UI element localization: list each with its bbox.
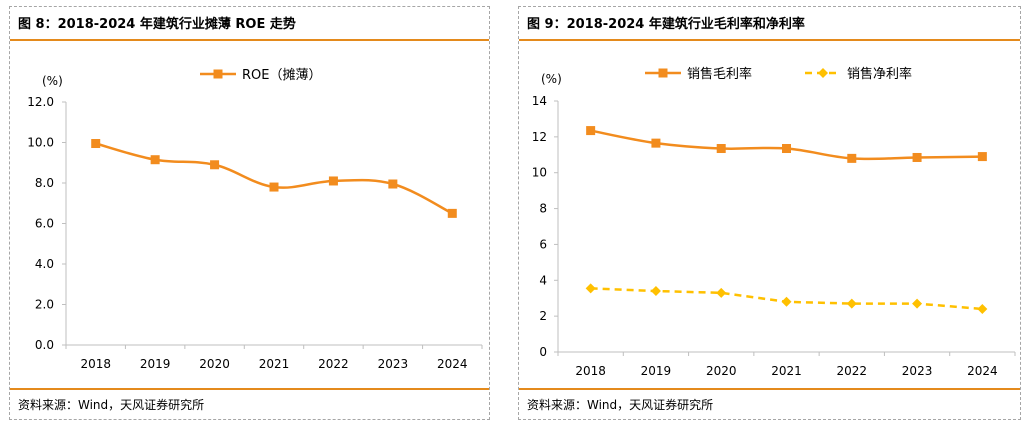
title-rule [10,39,489,41]
data-point [651,138,661,148]
data-point [210,160,220,170]
y-tick-label: 6.0 [35,217,54,231]
series-line [95,142,453,215]
legend-marker [658,68,668,78]
data-point [782,144,791,154]
legend-label: 销售净利率 [847,66,912,82]
y-tick-label: 14 [532,94,547,108]
x-tick-label: 2018 [80,357,111,371]
y-axis-unit: (%) [541,72,562,86]
data-point [912,298,923,309]
chart-panel-margins: 图 9：2018-2024 年建筑行业毛利率和净利率 (%) 0 2 4 6 8 10 12 1… [518,6,1021,420]
source-rule [10,388,489,390]
data-point [328,176,338,186]
y-tick-label: 0 [539,345,547,359]
margin-line-chart: (%) 0 2 4 6 8 10 12 14 2018 2019 2020 2021 2022 2023 20… [532,66,1016,378]
x-tick-label: 2020 [199,357,230,371]
data-point [977,303,988,314]
y-tick-label: 6 [539,237,547,251]
x-tick-label: 2022 [318,357,349,371]
roe-line-chart: (%) 0.0 2.0 4.0 6.0 8.0 10.0 12.0 2018 2019 2020 20… [27,68,483,371]
source-note: 资料来源：Wind，天风证券研究所 [527,398,714,412]
y-tick-label: 10 [532,166,547,180]
figure-title: 图 9：2018-2024 年建筑行业毛利率和净利率 [527,17,805,32]
x-tick-label: 2024 [437,357,468,371]
legend-label: ROE（摊薄） [242,68,321,83]
data-point [150,155,160,165]
data-point [716,287,727,298]
data-point [847,153,857,163]
legend-marker [213,69,223,79]
x-tick-label: 2024 [967,364,998,378]
legend-marker [818,68,828,78]
data-point [91,139,101,149]
y-tick-label: 4.0 [35,257,54,271]
title-rule [519,39,1020,41]
source-rule [519,388,1020,390]
data-point [585,283,596,294]
legend-label: 销售毛利率 [687,66,752,82]
x-tick-label: 2020 [706,364,737,378]
data-point [447,208,457,218]
x-tick-label: 2018 [575,364,606,378]
data-point [846,298,857,309]
x-tick-label: 2023 [902,364,933,378]
y-tick-label: 8 [539,202,547,216]
data-point [977,152,987,162]
source-note: 资料来源：Wind，天风证券研究所 [18,398,205,412]
x-tick-label: 2022 [837,364,868,378]
data-point [388,179,398,189]
y-tick-label: 8.0 [35,176,54,190]
chart-panel-roe: 图 8：2018-2024 年建筑行业摊薄 ROE 走势 (%) 0.0 2.0 4.… [9,6,490,420]
data-point [269,182,279,192]
y-tick-label: 2.0 [35,298,54,312]
y-tick-label: 10.0 [27,136,54,150]
data-point [716,144,726,154]
data-point [912,152,922,162]
x-tick-label: 2021 [771,364,802,378]
y-tick-label: 2 [539,309,547,323]
y-tick-label: 12.0 [27,95,54,109]
x-tick-label: 2023 [378,357,409,371]
data-point [650,286,661,297]
figure-title: 图 8：2018-2024 年建筑行业摊薄 ROE 走势 [18,17,296,32]
x-tick-label: 2019 [641,364,672,378]
data-point [781,296,792,307]
data-point [586,126,596,136]
x-tick-label: 2021 [259,357,290,371]
y-axis-unit: (%) [42,74,63,88]
y-tick-label: 12 [532,130,547,144]
y-tick-label: 4 [539,273,547,287]
y-tick-label: 0.0 [35,338,54,352]
x-tick-label: 2019 [140,357,171,371]
